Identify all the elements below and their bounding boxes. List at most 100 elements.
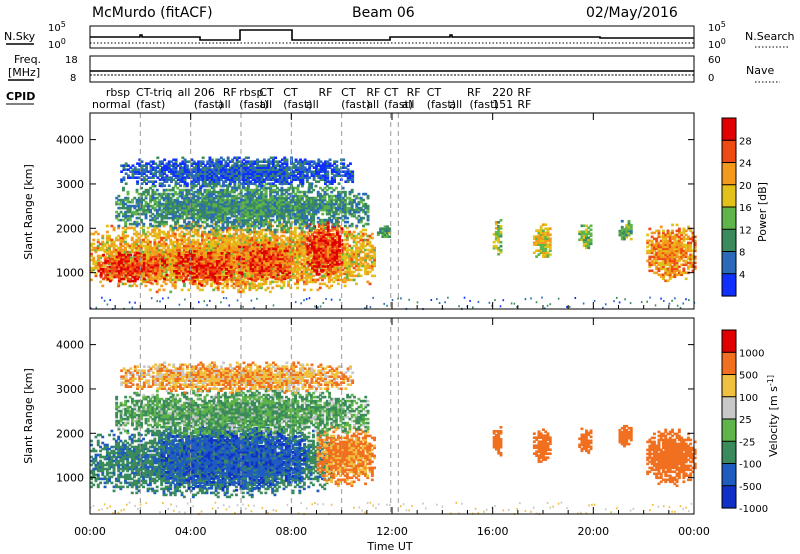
power-cell: [183, 206, 186, 210]
power-cell: [227, 262, 231, 265]
power-cell: [232, 218, 236, 222]
power-cell: [203, 196, 207, 200]
power-cell: [200, 262, 204, 265]
power-cell: [211, 276, 215, 279]
power-cell: [148, 242, 152, 246]
power-cell: [343, 232, 347, 236]
power-cell: [237, 290, 241, 294]
power-cell: [199, 200, 202, 204]
power-cell: [171, 248, 175, 252]
power-cell: [167, 236, 170, 240]
power-cell: [298, 246, 302, 250]
power-cell: [133, 242, 136, 246]
power-cell: [302, 242, 306, 246]
power-cell: [332, 266, 336, 270]
power-cell: [264, 182, 268, 186]
power-cell: [258, 253, 262, 257]
power-cell: [223, 218, 227, 222]
power-cell: [210, 224, 214, 228]
power-cell: [260, 245, 264, 249]
power-cell: [167, 256, 170, 260]
power-cell: [232, 238, 236, 242]
power-cell: [106, 265, 110, 269]
power-cell: [135, 208, 139, 212]
power-cell: [326, 249, 330, 252]
power-cell: [296, 234, 299, 238]
power-cell: [248, 230, 252, 234]
power-cell: [124, 271, 128, 275]
power-cell: [117, 248, 121, 252]
power-cell: [117, 265, 121, 269]
power-cell: [191, 276, 195, 279]
power-cell: [265, 271, 269, 275]
power-cell: [124, 206, 128, 210]
power-cell: [223, 210, 227, 214]
power-cell: [199, 188, 202, 192]
power-cell: [355, 268, 358, 272]
power-cell: [128, 244, 132, 248]
power-cell: [256, 261, 260, 265]
power-cell: [242, 245, 246, 249]
power-cell: [311, 241, 314, 244]
power-cell: [210, 228, 213, 232]
power-cell: [201, 246, 204, 250]
power-cell: [136, 265, 139, 269]
power-cell: [308, 247, 312, 250]
power-cell: [219, 184, 223, 188]
power-cell: [296, 240, 299, 244]
power-cell: [126, 250, 130, 254]
power-cell: [335, 245, 339, 248]
power-cell: [226, 192, 230, 196]
power-cell: [156, 261, 160, 265]
power-cell: [139, 240, 143, 244]
power-cell: [260, 263, 264, 267]
power-cell: [92, 246, 96, 250]
power-cell: [178, 216, 182, 220]
power-cell: [272, 253, 276, 257]
power-cell: [165, 188, 168, 192]
power-cell: [196, 212, 200, 216]
power-cell: [315, 231, 319, 234]
power-cell: [246, 224, 250, 228]
power-cell: [140, 212, 143, 216]
power-cell: [237, 202, 241, 206]
power-cell: [173, 254, 177, 258]
power-cell: [232, 214, 236, 218]
power-cell: [216, 276, 219, 279]
power-cell: [298, 274, 302, 278]
power-cell: [322, 247, 326, 250]
power-cell: [284, 246, 288, 250]
power-cell: [281, 253, 285, 257]
power-cell: [225, 268, 228, 271]
power-cell: [146, 238, 150, 242]
power-cell: [226, 194, 230, 198]
power-cell: [260, 277, 264, 281]
power-cell: [219, 238, 222, 242]
power-cell: [302, 238, 306, 242]
power-cell: [249, 269, 253, 273]
power-cell: [361, 258, 365, 262]
power-cell: [230, 252, 234, 256]
cpid-label-19: RF: [366, 86, 380, 99]
power-cell: [302, 268, 306, 272]
power-cell: [171, 212, 175, 216]
power-cell: [373, 274, 376, 278]
power-cell: [144, 196, 148, 200]
power-cell: [280, 212, 284, 216]
power-cell: [146, 192, 150, 196]
power-cell: [158, 273, 162, 277]
power-cell: [260, 202, 263, 206]
power-cell: [227, 278, 231, 281]
power-cell: [192, 212, 196, 216]
power-cell: [218, 264, 222, 267]
power-cell: [249, 259, 253, 263]
power-cell: [329, 249, 332, 252]
power-cell: [99, 246, 102, 250]
power-cell: [108, 236, 111, 240]
power-cell: [169, 198, 173, 202]
power-cell: [368, 248, 372, 252]
power-cell: [156, 259, 160, 263]
power-cell: [253, 208, 257, 212]
power-cell: [144, 284, 148, 288]
power-cell: [223, 246, 227, 250]
